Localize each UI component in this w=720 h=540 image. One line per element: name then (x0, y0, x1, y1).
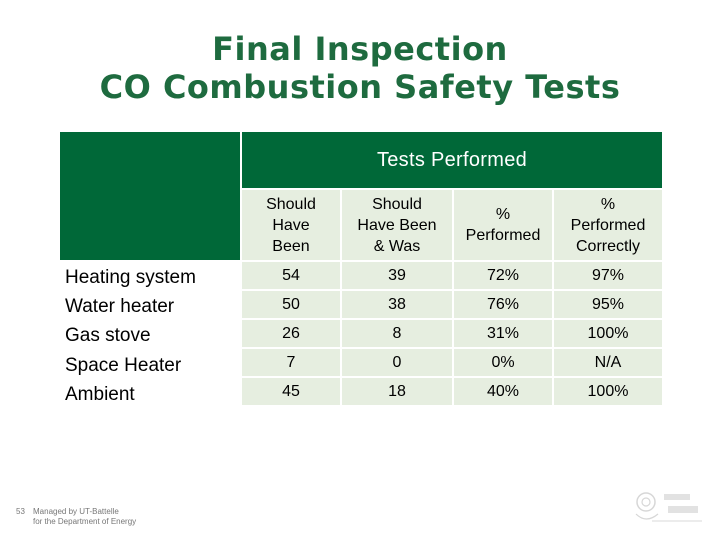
table-cell: 97% (554, 262, 662, 289)
table-cell: 39 (342, 262, 452, 289)
col-header-text: % (600, 195, 616, 213)
table-cell: 0% (454, 349, 552, 376)
footer-line-1: Managed by UT-Battelle (33, 507, 119, 516)
col-header-text: Should (372, 195, 422, 213)
col-header-text: Performed (465, 227, 541, 244)
col-header-text: Performed (570, 216, 646, 234)
table-cell: N/A (554, 349, 662, 376)
col-header-percent-performed: % Performed (454, 190, 552, 260)
col-header-percent-performed-correctly: % Performed Correctly (554, 190, 662, 260)
title-line-1: Final Inspection (212, 30, 508, 68)
col-header-text: % (495, 206, 511, 223)
table-cell: 76% (454, 291, 552, 318)
col-header-should-have-been-and-was: Should Have Been & Was (342, 190, 452, 260)
table-cell: 72% (454, 262, 552, 289)
table-cell: 100% (554, 320, 662, 347)
row-label: Space Heater (65, 355, 182, 376)
table-cell: 40% (454, 378, 552, 405)
col-header-text: Have Been (357, 216, 437, 234)
table-cell: 95% (554, 291, 662, 318)
row-label: Gas stove (65, 325, 151, 346)
results-table: Tests Performed Should Have Been Should … (60, 132, 662, 408)
table-cell: 50 (242, 291, 340, 318)
row-label: Water heater (65, 296, 175, 317)
table-cell: 38 (342, 291, 452, 318)
col-header-should-have-been: Should Have Been (242, 190, 340, 260)
table-cell: 26 (242, 320, 340, 347)
footer-credit: Managed by UT-Battelle for the Departmen… (33, 507, 136, 527)
col-header-text: Should (266, 195, 316, 213)
oak-ridge-logo (635, 492, 702, 522)
table-cell: 18 (342, 378, 452, 405)
table-cell: 54 (242, 262, 340, 289)
col-header-text: Been (272, 237, 310, 255)
footer-line-2: for the Department of Energy (33, 517, 137, 526)
table-cell: 45 (242, 378, 340, 405)
table-cell: 100% (554, 378, 662, 405)
col-header-text: Have (272, 216, 310, 234)
slide-title: Final Inspection CO Combustion Safety Te… (0, 30, 720, 106)
col-header-text: & Was (373, 237, 421, 255)
table-cell: 31% (454, 320, 552, 347)
row-label: Heating system (65, 267, 196, 288)
col-header-text: Correctly (575, 237, 640, 255)
row-label: Ambient (65, 384, 135, 405)
table-corner-block (60, 132, 240, 260)
table-cell: 0 (342, 349, 452, 376)
title-line-2: CO Combustion Safety Tests (99, 68, 621, 106)
table-cell: 8 (342, 320, 452, 347)
table-cell: 7 (242, 349, 340, 376)
page-number: 53 (16, 507, 25, 516)
group-header: Tests Performed (242, 132, 662, 188)
